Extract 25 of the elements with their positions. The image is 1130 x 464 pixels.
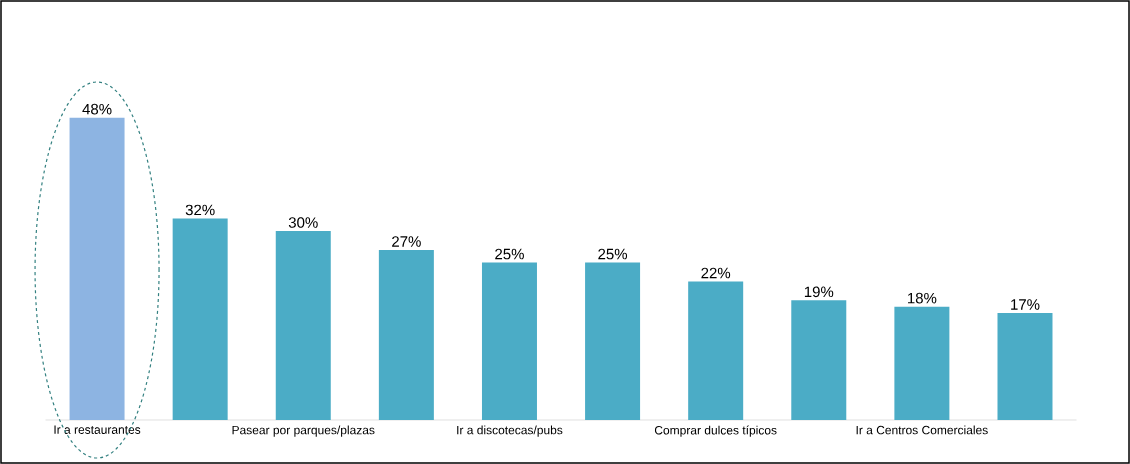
bar: [481, 262, 537, 420]
bar: [894, 306, 950, 420]
data-label: 25%: [598, 248, 628, 260]
bar: [791, 300, 847, 420]
data-label: 18%: [908, 292, 937, 304]
bar: [688, 281, 744, 420]
bar: [275, 231, 331, 420]
data-label: 17%: [1011, 299, 1040, 310]
data-label: 25%: [495, 248, 524, 260]
x-tick-label: Pasear por parques/plazas: [232, 425, 375, 437]
bar: [172, 218, 228, 420]
data-label: 27%: [392, 236, 421, 247]
bar: [69, 117, 125, 420]
x-tick-label: Comprar dulces típicos: [654, 425, 777, 437]
data-label: 19%: [804, 286, 834, 298]
data-label: 30%: [288, 217, 318, 228]
x-tick-label: Ir a restaurantes: [54, 425, 141, 434]
data-label: 32%: [185, 204, 215, 216]
bar: [378, 249, 434, 420]
data-label: 48%: [82, 103, 112, 115]
bar: [997, 312, 1053, 420]
data-label: 22%: [701, 267, 731, 279]
x-tick-label: Ir a discotecas/pubs: [457, 425, 563, 437]
bar: [585, 262, 641, 420]
x-tick-label: Ir a Centros Comerciales: [856, 425, 988, 435]
